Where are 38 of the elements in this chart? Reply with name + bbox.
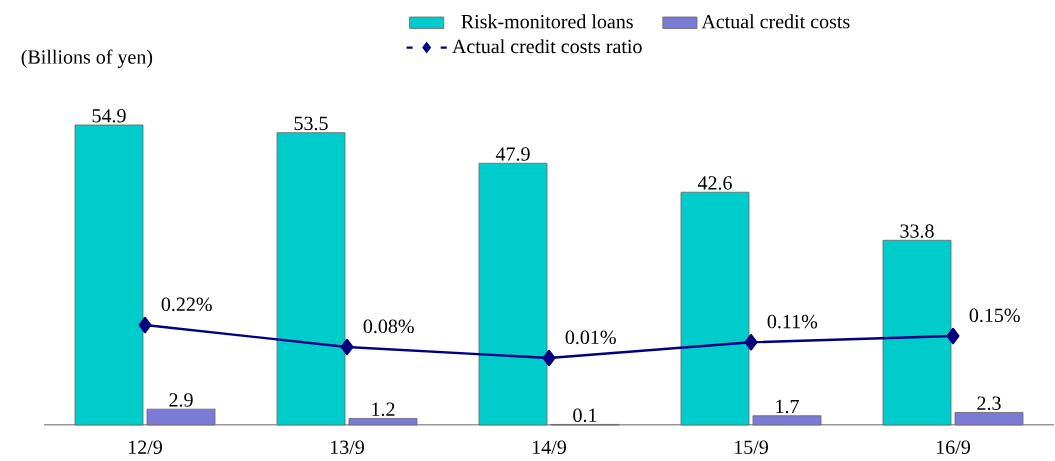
y-axis-title: (Billions of yen): [21, 49, 153, 68]
data-label: 0.1: [573, 408, 597, 423]
data-label: 47.9: [495, 147, 530, 161]
bar: [276, 132, 346, 426]
data-label: 0.22%: [161, 297, 212, 312]
bar: [954, 412, 1024, 426]
point: [946, 327, 960, 345]
legend-label: Actual credit costs: [701, 14, 850, 29]
x-tick-label: 14/9: [532, 440, 566, 455]
data-label: 1.7: [776, 399, 799, 414]
point: [138, 316, 152, 334]
data-label: 0.15%: [969, 308, 1020, 323]
x-tick-label: 13/9: [330, 440, 364, 455]
data-label: 54.9: [92, 109, 126, 123]
bar: [882, 239, 952, 426]
point: [744, 334, 758, 351]
legend-label: Risk-monitored loans: [461, 14, 633, 29]
data-label: 33.8: [900, 224, 934, 238]
data-label: 1.2: [372, 402, 395, 417]
data-label: 2.9: [169, 393, 193, 407]
bar: [478, 162, 548, 426]
x-tick-label: 15/9: [734, 440, 768, 455]
data-label: 53.5: [294, 116, 328, 131]
bar: [680, 191, 750, 426]
point: [542, 349, 556, 367]
x-tick-label: 16/9: [936, 440, 970, 455]
data-label: 0.08%: [363, 319, 414, 334]
legend-label: Actual credit costs ratio: [452, 39, 642, 54]
bar: [146, 408, 216, 426]
bar: [752, 415, 822, 426]
data-label: 2.3: [977, 396, 1001, 411]
data-label: 0.01%: [565, 330, 616, 345]
bar: [74, 124, 144, 426]
bar: [348, 418, 418, 426]
data-label: 42.6: [697, 176, 732, 190]
point: [340, 338, 354, 356]
data-label: 0.11%: [767, 314, 818, 329]
x-tick-label: 12/9: [128, 440, 162, 455]
